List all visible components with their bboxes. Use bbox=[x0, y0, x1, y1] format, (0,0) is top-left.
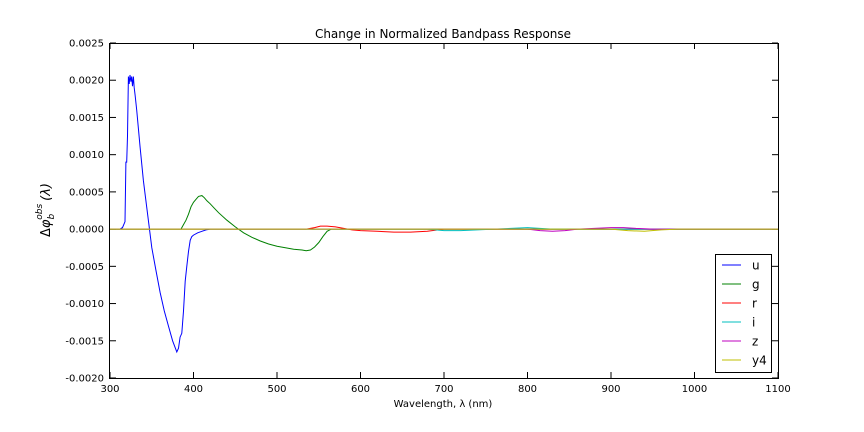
y-tick-label: -0.0005 bbox=[65, 262, 104, 273]
y-tick-label: 0.0005 bbox=[69, 187, 104, 198]
y-tick-label: -0.0015 bbox=[65, 336, 104, 347]
axis-ticks bbox=[109, 42, 779, 379]
legend-label-z: z bbox=[752, 335, 758, 349]
y-tick-label: -0.0020 bbox=[65, 374, 104, 385]
chart-title: Change in Normalized Bandpass Response bbox=[315, 27, 571, 41]
y-label-arg: (λ) bbox=[39, 183, 54, 201]
y-tick-label: 0.0000 bbox=[69, 225, 104, 236]
y-label-phi: φ bbox=[39, 219, 54, 228]
x-tick-label: 1100 bbox=[765, 384, 790, 395]
plot-frame bbox=[109, 43, 779, 379]
legend-label-y4: y4 bbox=[752, 354, 767, 368]
x-tick-label: 700 bbox=[434, 384, 453, 395]
legend-label-g: g bbox=[752, 278, 760, 292]
x-tick-label: 800 bbox=[518, 384, 537, 395]
legend-label-u: u bbox=[752, 259, 760, 273]
y-tick-labels: -0.0020 -0.0015 -0.0010 -0.0005 0.0000 0.0005… bbox=[65, 39, 104, 385]
legend-box bbox=[715, 254, 772, 373]
series-line-y4 bbox=[110, 228, 778, 232]
legend-label-r: r bbox=[752, 297, 757, 311]
x-tick-labels: 300 400 500 600 700 800 900 1000 1100 bbox=[100, 384, 790, 395]
y-tick-label: 0.0020 bbox=[69, 76, 104, 87]
series-line-r bbox=[110, 225, 778, 233]
y-label-sup: obs bbox=[35, 204, 45, 220]
x-axis-label: Wavelength, λ (nm) bbox=[394, 399, 493, 410]
x-tick-label: 900 bbox=[601, 384, 620, 395]
legend-label-i: i bbox=[752, 316, 755, 330]
y-label-delta: Δ bbox=[39, 228, 54, 237]
y-tick-label: 0.0015 bbox=[69, 113, 104, 124]
x-tick-label: 500 bbox=[267, 384, 286, 395]
series-line-g bbox=[110, 195, 778, 252]
series-line-u bbox=[110, 74, 778, 354]
series-lines bbox=[110, 74, 778, 354]
x-tick-label: 400 bbox=[184, 384, 203, 395]
y-tick-label: 0.0010 bbox=[69, 150, 104, 161]
x-tick-label: 1000 bbox=[682, 384, 707, 395]
x-tick-label: 300 bbox=[100, 384, 119, 395]
y-tick-label: 0.0025 bbox=[69, 39, 104, 50]
y-label-sub: b bbox=[47, 214, 57, 220]
y-axis-label: Δφbobs (λ) bbox=[35, 183, 57, 237]
svg-text:Δφbobs(λ): Δφbobs (λ) bbox=[35, 183, 57, 237]
y-tick-label: -0.0010 bbox=[65, 299, 104, 310]
x-tick-label: 600 bbox=[351, 384, 370, 395]
